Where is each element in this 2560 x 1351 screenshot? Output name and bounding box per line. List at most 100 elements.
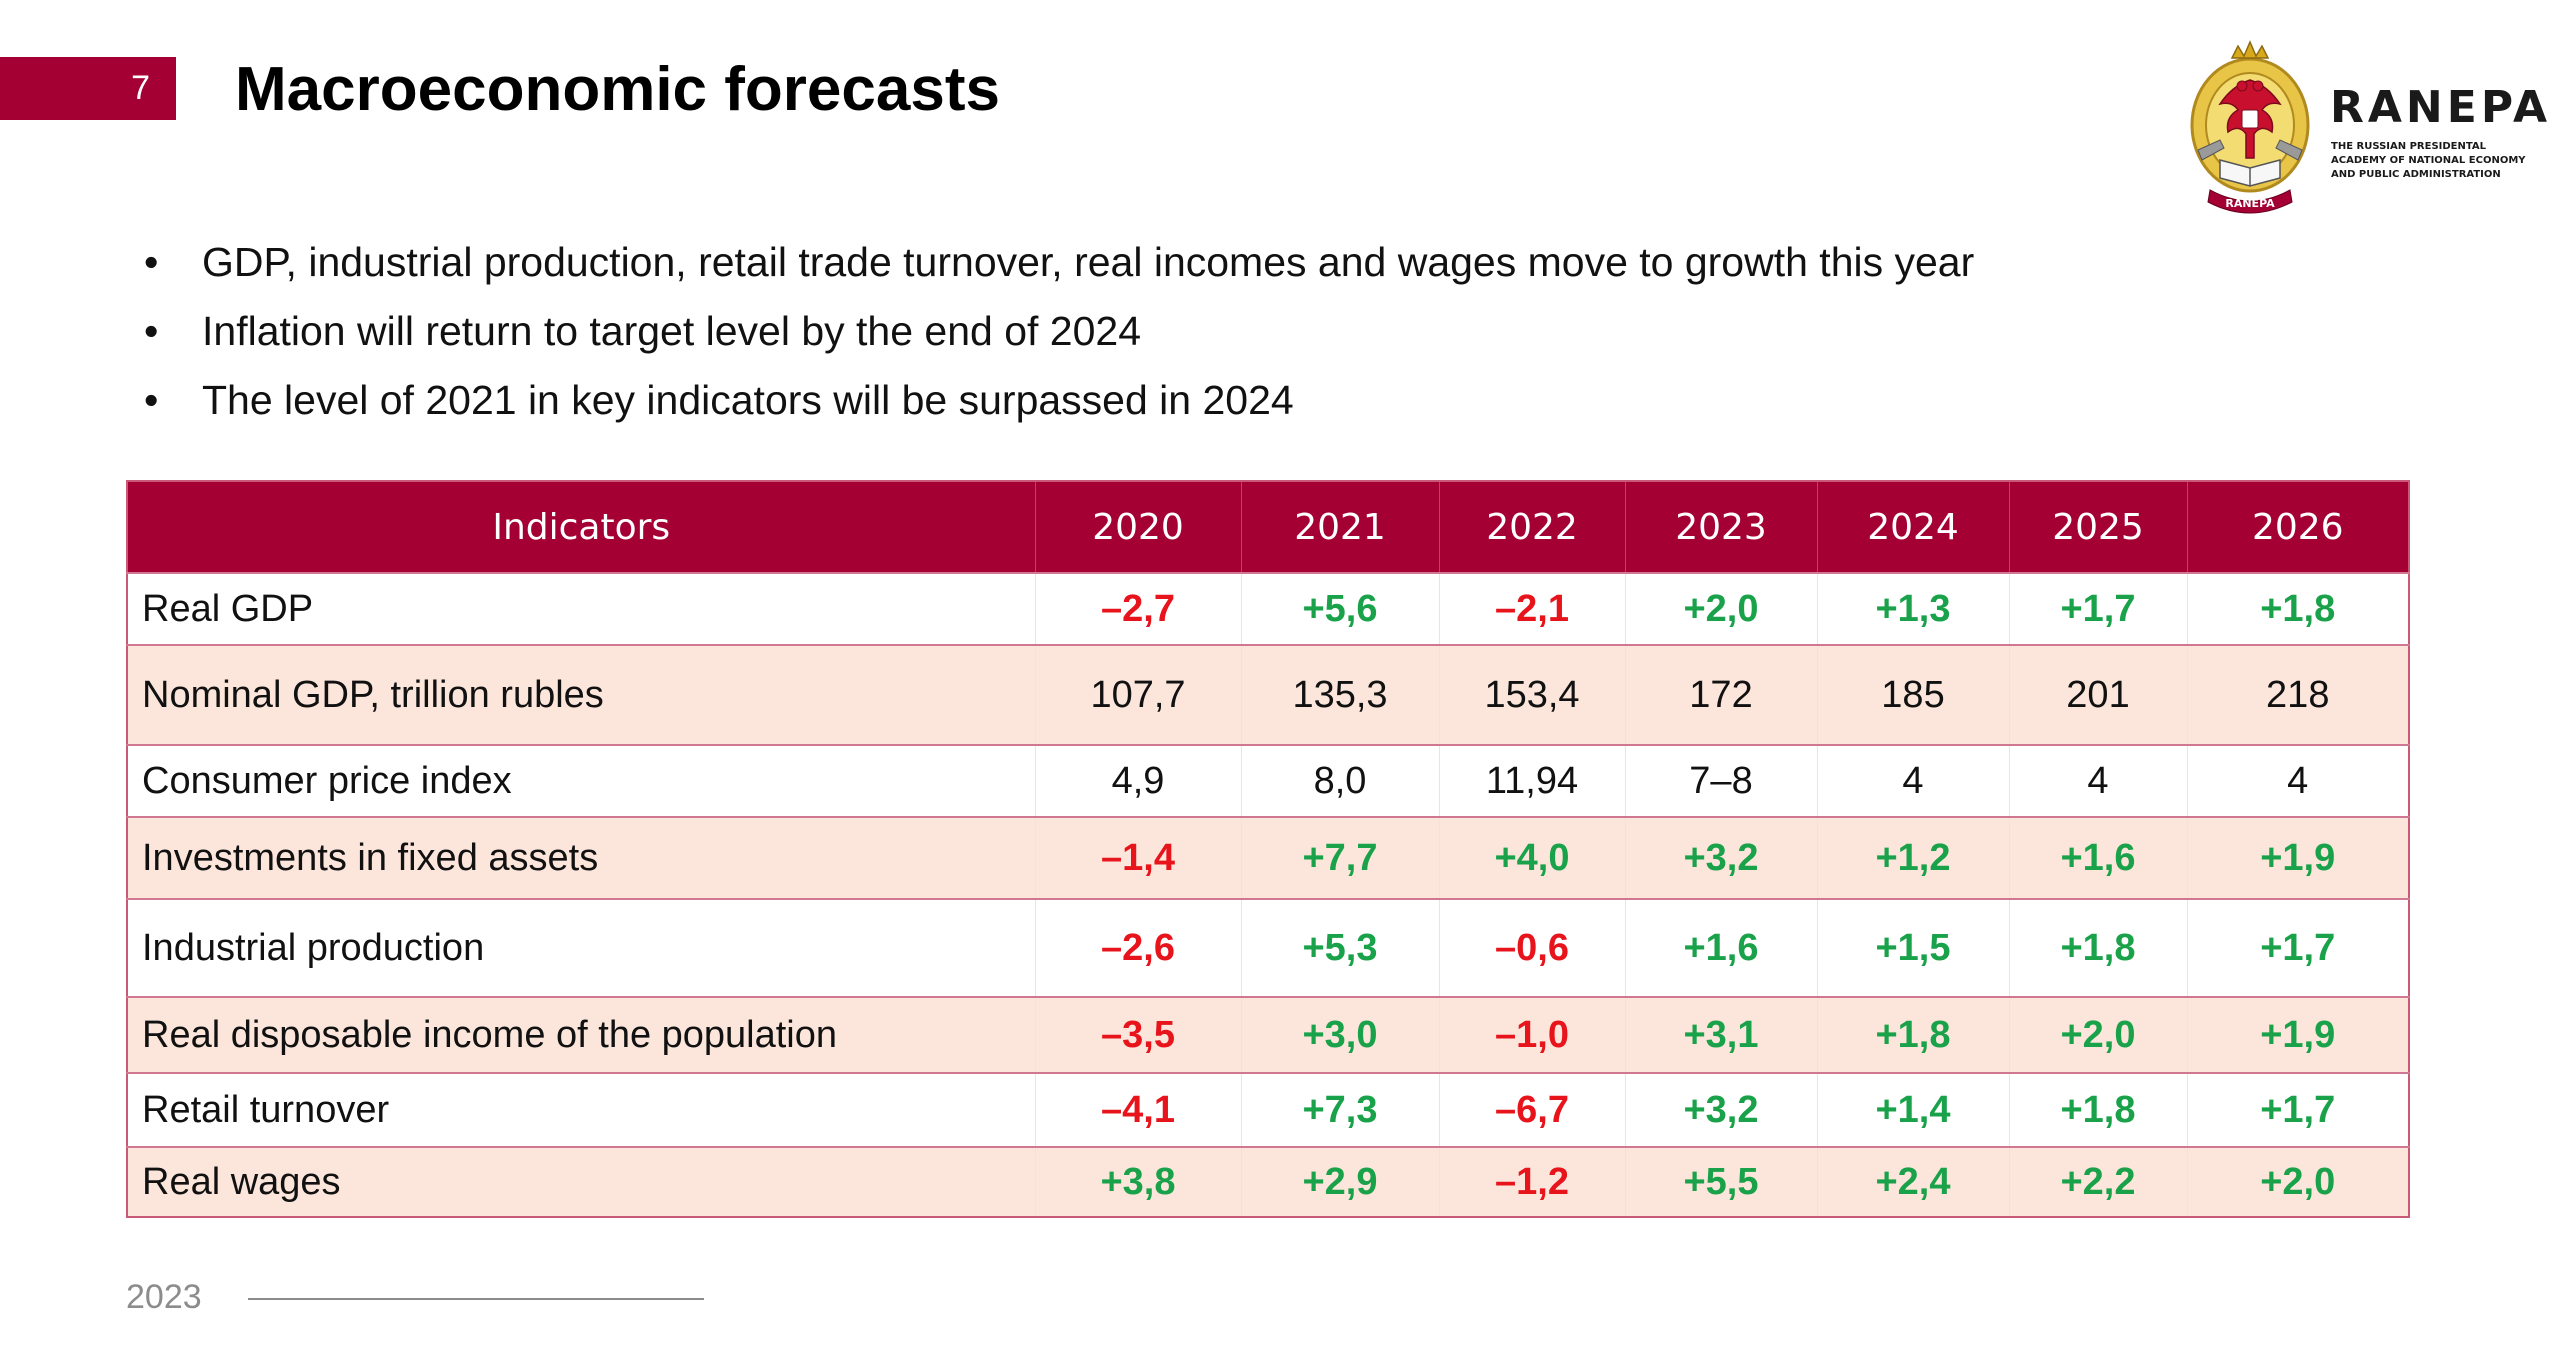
table-cell-value: 7–8 (1625, 744, 1818, 817)
table-cell-value: –6,7 (1439, 1072, 1626, 1147)
bullet-glyph: • (144, 377, 159, 423)
table-row: Real wages +3,8 +2,9 –1,2 +5,5 +2,4 +2,2 +2,0 (127, 1146, 2410, 1217)
table-cell-value: 11,94 (1439, 744, 1626, 817)
footer-year: 2023 (126, 1278, 202, 1316)
row-label: Industrial production (127, 898, 1036, 997)
table-cell-value: +1,7 (2187, 898, 2410, 997)
bullet-item: • GDP, industrial production, retail trad… (140, 228, 1974, 297)
bullet-text: The level of 2021 in key indicators will… (202, 377, 1294, 423)
slide-number: 7 (131, 69, 150, 107)
ranepa-logo: RANEPA RANEPA THE RUSSIAN PRESIDENTAL AC… (2180, 40, 2550, 220)
bullet-item: • The level of 2021 in key indicators wil… (140, 366, 1974, 435)
table-row: Nominal GDP, trillion rubles 107,7 135,3 15… (127, 644, 2410, 745)
table-row: Real GDP –2,7 +5,6 –2,1 +2,0 +1,3 +1,7 +1,8 (127, 572, 2410, 645)
table-cell-value: +3,0 (1241, 996, 1440, 1073)
column-header-year: 2026 (2187, 481, 2410, 573)
table-cell-value: 172 (1625, 644, 1818, 745)
logo-ribbon-text: RANEPA (2225, 197, 2275, 210)
row-label: Real disposable income of the population (127, 996, 1036, 1073)
page-title: Macroeconomic forecasts (235, 55, 1000, 124)
table-row: Industrial production –2,6 +5,3 –0,6 +1,6 +1,… (127, 898, 2410, 997)
table-cell-value: +5,5 (1625, 1146, 1818, 1217)
row-label: Retail turnover (127, 1072, 1036, 1147)
column-header-indicators: Indicators (127, 481, 1036, 573)
column-header-year: 2025 (2009, 481, 2188, 573)
table-cell-value: +5,3 (1241, 898, 1440, 997)
table-cell-value: 8,0 (1241, 744, 1440, 817)
table-cell-value: –2,6 (1035, 898, 1242, 997)
forecast-table: Indicators 2020 2021 2022 2023 2024 2025… (126, 480, 2410, 1218)
table-cell-value: +2,9 (1241, 1146, 1440, 1217)
table-cell-value: +3,2 (1625, 816, 1818, 899)
table-cell-value: –2,7 (1035, 572, 1242, 645)
table-cell-value: +5,6 (1241, 572, 1440, 645)
logo-wordmark: RANEPA (2330, 82, 2552, 133)
table-cell-value: +1,2 (1817, 816, 2010, 899)
table-cell-value: +2,0 (2009, 996, 2188, 1073)
table-cell-value: +1,9 (2187, 996, 2410, 1073)
table-cell-value: 4 (2187, 744, 2410, 817)
table-cell-value: –1,4 (1035, 816, 1242, 899)
table-cell-value: 201 (2009, 644, 2188, 745)
table-cell-value: 107,7 (1035, 644, 1242, 745)
table-cell-value: +1,8 (2009, 1072, 2188, 1147)
table-cell-value: +1,5 (1817, 898, 2010, 997)
table-cell-value: –3,5 (1035, 996, 1242, 1073)
table-cell-value: 153,4 (1439, 644, 1626, 745)
table-body: Real GDP –2,7 +5,6 –2,1 +2,0 +1,3 +1,7 +1,8 Nomi… (127, 572, 2410, 1217)
table-cell-value: +1,8 (2187, 572, 2410, 645)
table-header-row: Indicators 2020 2021 2022 2023 2024 2025… (127, 481, 2410, 573)
bullet-glyph: • (144, 239, 159, 285)
row-label: Real GDP (127, 572, 1036, 645)
column-header-year: 2022 (1439, 481, 1626, 573)
table-cell-value: +1,6 (1625, 898, 1818, 997)
bullet-text: Inflation will return to target level by… (202, 308, 1142, 354)
bullet-glyph: • (144, 308, 159, 354)
bullet-list: • GDP, industrial production, retail trad… (140, 228, 1974, 435)
table-row: Real disposable income of the population… (127, 996, 2410, 1073)
table-cell-value: +3,2 (1625, 1072, 1818, 1147)
table-row: Consumer price index 4,9 8,0 11,94 7–8 4 4 4 (127, 744, 2410, 817)
table-cell-value: +1,9 (2187, 816, 2410, 899)
double-headed-eagle-emblem-icon: RANEPA (2190, 40, 2310, 214)
column-header-year: 2024 (1817, 481, 2010, 573)
table-cell-value: +2,4 (1817, 1146, 2010, 1217)
table-cell-value: +1,4 (1817, 1072, 2010, 1147)
table-cell-value: –1,0 (1439, 996, 1626, 1073)
table-cell-value: +1,3 (1817, 572, 2010, 645)
table-cell-value: +1,7 (2187, 1072, 2410, 1147)
table-cell-value: +2,0 (2187, 1146, 2410, 1217)
row-label: Investments in fixed assets (127, 816, 1036, 899)
table-cell-value: +1,8 (1817, 996, 2010, 1073)
table-cell-value: +2,0 (1625, 572, 1818, 645)
table-cell-value: +7,3 (1241, 1072, 1440, 1147)
table-cell-value: +4,0 (1439, 816, 1626, 899)
logo-subtitle: THE RUSSIAN PRESIDENTAL ACADEMY OF NATIO… (2331, 141, 2526, 180)
table-row: Investments in fixed assets –1,4 +7,7 +4,0 +… (127, 816, 2410, 899)
slide-number-badge: 7 (0, 57, 176, 120)
table-cell-value: +3,1 (1625, 996, 1818, 1073)
table-cell-value: 135,3 (1241, 644, 1440, 745)
column-header-year: 2020 (1035, 481, 1242, 573)
row-label: Real wages (127, 1146, 1036, 1217)
table-cell-value: +1,7 (2009, 572, 2188, 645)
table-cell-value: –4,1 (1035, 1072, 1242, 1147)
column-header-year: 2021 (1241, 481, 1440, 573)
table-cell-value: +7,7 (1241, 816, 1440, 899)
footer-divider (248, 1298, 704, 1300)
table-cell-value: –1,2 (1439, 1146, 1626, 1217)
table-row: Retail turnover –4,1 +7,3 –6,7 +3,2 +1,4 +1,8 +… (127, 1072, 2410, 1147)
bullet-text: GDP, industrial production, retail trade… (202, 239, 1975, 285)
table-cell-value: 4 (1817, 744, 2010, 817)
table-cell-value: –0,6 (1439, 898, 1626, 997)
row-label: Consumer price index (127, 744, 1036, 817)
table-cell-value: +2,2 (2009, 1146, 2188, 1217)
row-label: Nominal GDP, trillion rubles (127, 644, 1036, 745)
table-cell-value: +3,8 (1035, 1146, 1242, 1217)
table-cell-value: +1,6 (2009, 816, 2188, 899)
column-header-year: 2023 (1625, 481, 1818, 573)
table-cell-value: 4 (2009, 744, 2188, 817)
table-cell-value: –2,1 (1439, 572, 1626, 645)
forecast-table-container: Indicators 2020 2021 2022 2023 2024 2025… (126, 480, 2410, 1218)
bullet-item: • Inflation will return to target level b… (140, 297, 1974, 366)
